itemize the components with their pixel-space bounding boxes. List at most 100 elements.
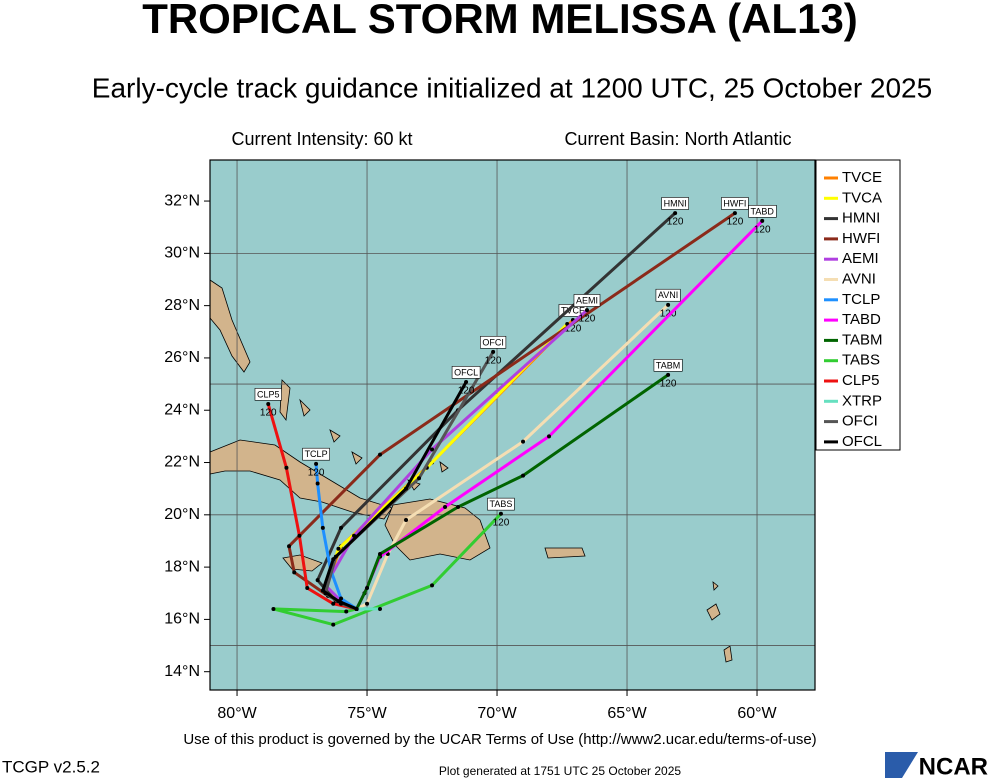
name-box bbox=[302, 447, 330, 461]
track-point bbox=[378, 606, 383, 611]
hour-label: 120 bbox=[660, 379, 677, 390]
y-tick-label: 18°N bbox=[164, 558, 200, 575]
track-point bbox=[464, 379, 469, 384]
name-label: CLP5 bbox=[257, 389, 280, 399]
name-label: TVCE bbox=[561, 305, 585, 315]
hour-label: 120 bbox=[485, 356, 502, 367]
legend-label: HMNI bbox=[842, 210, 880, 227]
y-tick-label: 14°N bbox=[164, 663, 200, 680]
name-label: TABD bbox=[751, 206, 775, 216]
track-point bbox=[666, 372, 671, 377]
y-tick-label: 32°N bbox=[164, 192, 200, 209]
legend-label: TCLP bbox=[842, 291, 880, 308]
y-tick-label: 28°N bbox=[164, 297, 200, 314]
track-point bbox=[292, 570, 297, 575]
name-box bbox=[653, 359, 683, 372]
y-tick-label: 20°N bbox=[164, 506, 200, 523]
hour-label: 120 bbox=[458, 386, 475, 397]
track-point bbox=[336, 546, 341, 551]
name-label: AEMI bbox=[576, 295, 598, 305]
name-box bbox=[573, 294, 601, 307]
hour-label: 120 bbox=[493, 517, 510, 528]
track-point bbox=[336, 599, 341, 604]
track-point bbox=[365, 586, 370, 591]
info-right: Current Basin: North Atlantic bbox=[564, 129, 791, 149]
track-point bbox=[521, 439, 526, 444]
x-tick-label: 70°W bbox=[477, 705, 517, 722]
x-tick-label: 80°W bbox=[217, 705, 257, 722]
footer: Use of this product is governed by the U… bbox=[183, 731, 816, 748]
name-box bbox=[748, 204, 777, 218]
name-label: HMNI bbox=[664, 198, 687, 208]
logo: NCAR bbox=[919, 753, 988, 780]
plot-frame bbox=[209, 159, 816, 691]
y-tick-label: 16°N bbox=[164, 611, 200, 628]
track-point bbox=[456, 504, 461, 509]
hour-label: 120 bbox=[727, 217, 744, 228]
track-point bbox=[498, 511, 503, 516]
legend-label: XTRP bbox=[842, 392, 882, 409]
subtitle: Early-cycle track guidance initialized a… bbox=[92, 72, 932, 103]
legend-label: AEMI bbox=[842, 250, 879, 267]
track-point bbox=[584, 308, 589, 313]
track-point bbox=[491, 349, 496, 354]
name-box bbox=[254, 388, 282, 401]
track-point bbox=[287, 544, 292, 549]
legend-label: OFCI bbox=[842, 413, 878, 430]
track-point bbox=[266, 401, 271, 406]
track-point bbox=[305, 586, 310, 591]
title: TROPICAL STORM MELISSA (AL13) bbox=[142, 0, 858, 42]
track-line bbox=[314, 463, 358, 611]
track-point bbox=[365, 601, 370, 606]
track-point bbox=[339, 596, 344, 601]
x-tick-label: 75°W bbox=[347, 705, 387, 722]
track-line bbox=[266, 403, 357, 611]
logo-mark bbox=[885, 752, 918, 778]
track-point bbox=[320, 588, 325, 593]
y-tick-label: 24°N bbox=[164, 401, 200, 418]
track-point bbox=[271, 606, 276, 611]
track-point bbox=[430, 447, 435, 452]
track-point bbox=[354, 606, 359, 611]
grid bbox=[204, 160, 815, 696]
name-label: OFCI bbox=[482, 337, 504, 347]
name-box bbox=[480, 335, 507, 349]
legend-entries: TVCE TVCA HMNI HWFI AEMI AVNI TCLP TABD TABM TABS… bbox=[824, 169, 883, 450]
track-point bbox=[430, 583, 435, 588]
x-tick-label: 65°W bbox=[607, 705, 647, 722]
tracks: 120TVCE120HMNI120HWFI120AEMI120AVNI120TC… bbox=[254, 197, 777, 627]
y-tick-label: 26°N bbox=[164, 349, 200, 366]
track-point bbox=[315, 481, 320, 486]
name-box bbox=[661, 197, 689, 210]
track-point bbox=[314, 461, 319, 466]
version: TCGP v2.5.2 bbox=[2, 757, 100, 776]
x-tick-label: 60°W bbox=[737, 705, 777, 722]
ocean bbox=[210, 160, 815, 690]
track-point bbox=[331, 601, 336, 606]
track-point bbox=[404, 486, 409, 491]
legend-label: TABM bbox=[842, 331, 883, 348]
name-box bbox=[721, 197, 749, 210]
track-point bbox=[344, 609, 349, 614]
y-tick-label: 30°N bbox=[164, 245, 200, 262]
name-label: AVNI bbox=[658, 290, 678, 300]
name-box bbox=[451, 366, 481, 379]
name-label: TABS bbox=[490, 499, 513, 509]
track-point bbox=[521, 473, 526, 478]
legend-label: TABD bbox=[842, 311, 881, 328]
hour-label: 120 bbox=[565, 324, 582, 335]
track-point bbox=[331, 622, 336, 627]
track-point bbox=[378, 552, 383, 557]
track-point bbox=[320, 525, 325, 530]
hour-label: 120 bbox=[667, 217, 684, 228]
track-point bbox=[673, 211, 678, 216]
legend-label: CLP5 bbox=[842, 372, 880, 389]
track-point bbox=[297, 533, 302, 538]
info-left: Current Intensity: 60 kt bbox=[231, 129, 412, 149]
track-point bbox=[315, 578, 320, 583]
land bbox=[209, 279, 733, 663]
name-label: OFCL bbox=[454, 367, 478, 377]
track-point bbox=[732, 211, 737, 216]
track-point bbox=[666, 302, 671, 307]
legend-label: TABS bbox=[842, 352, 880, 369]
